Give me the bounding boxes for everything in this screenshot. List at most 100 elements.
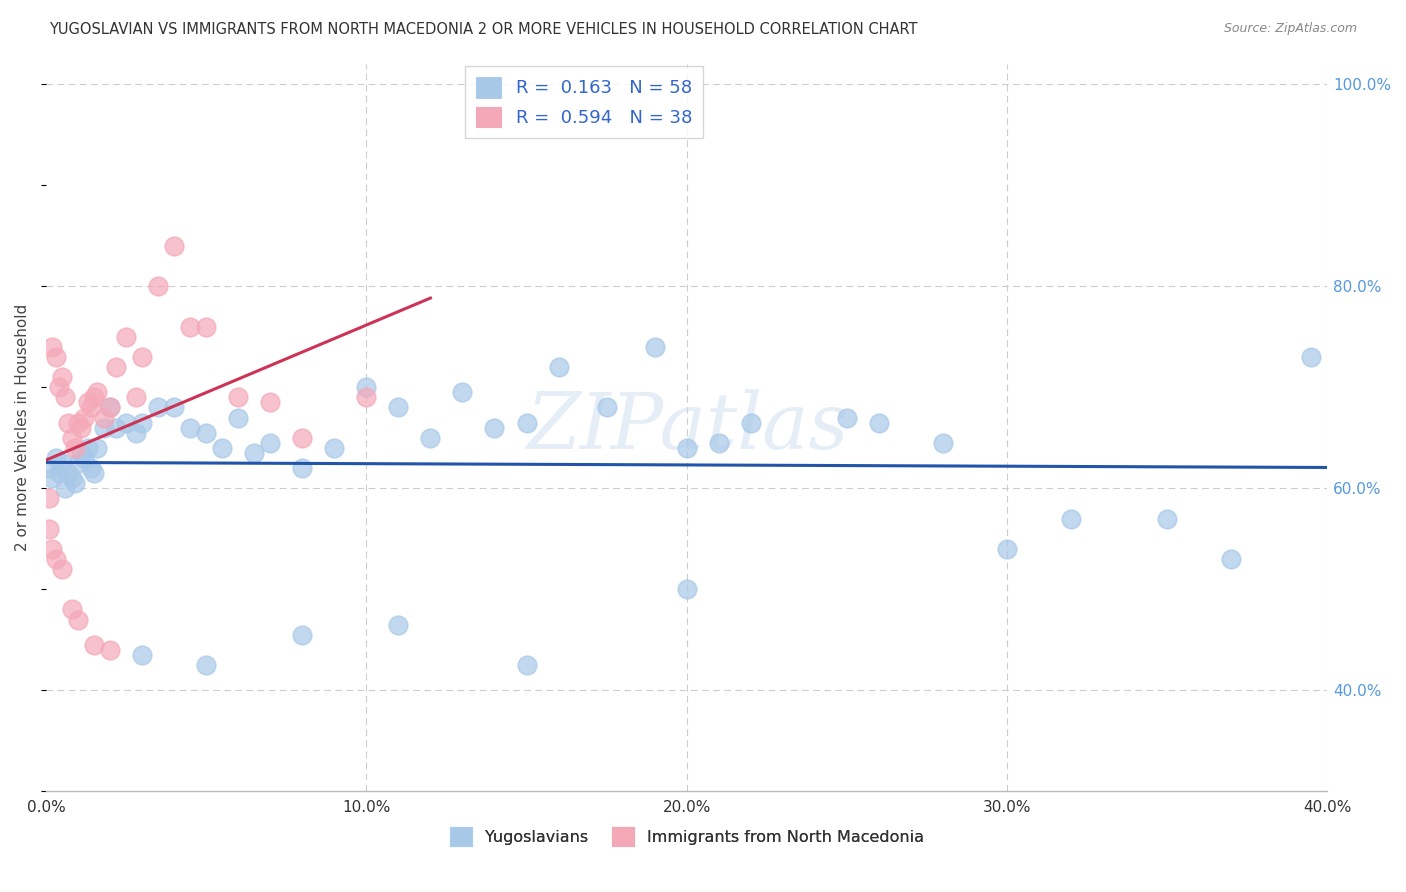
Point: [83, 638, 105, 652]
Point: [124, 425, 146, 440]
Point: [226, 390, 249, 404]
Point: [1060, 511, 1083, 525]
Point: [60, 431, 83, 445]
Point: [63, 441, 86, 455]
Point: [93, 410, 115, 425]
Point: [41, 541, 63, 556]
Point: [105, 420, 128, 434]
Point: [387, 617, 409, 632]
Point: [38, 461, 60, 475]
Text: ZIPatlas: ZIPatlas: [526, 390, 848, 466]
Point: [226, 410, 249, 425]
Point: [53, 390, 76, 404]
Point: [51, 456, 73, 470]
Point: [515, 416, 537, 430]
Point: [124, 390, 146, 404]
Point: [66, 613, 89, 627]
Point: [98, 401, 121, 415]
Point: [291, 431, 314, 445]
Point: [83, 390, 105, 404]
Text: YUGOSLAVIAN VS IMMIGRANTS FROM NORTH MACEDONIA 2 OR MORE VEHICLES IN HOUSEHOLD C: YUGOSLAVIAN VS IMMIGRANTS FROM NORTH MAC…: [49, 22, 918, 37]
Point: [995, 541, 1018, 556]
Point: [51, 370, 73, 384]
Point: [80, 461, 103, 475]
Point: [60, 602, 83, 616]
Point: [484, 420, 506, 434]
Point: [73, 450, 96, 465]
Point: [211, 441, 233, 455]
Point: [38, 522, 60, 536]
Point: [66, 416, 89, 430]
Point: [451, 385, 474, 400]
Point: [115, 416, 138, 430]
Point: [105, 359, 128, 374]
Point: [146, 401, 169, 415]
Point: [48, 466, 70, 480]
Point: [131, 648, 153, 662]
Point: [70, 420, 93, 434]
Point: [163, 239, 186, 253]
Point: [291, 628, 314, 642]
Y-axis label: 2 or more Vehicles in Household: 2 or more Vehicles in Household: [15, 304, 30, 551]
Point: [53, 481, 76, 495]
Point: [76, 395, 98, 409]
Legend: Yugoslavians, Immigrants from North Macedonia: Yugoslavians, Immigrants from North Mace…: [443, 822, 931, 853]
Point: [58, 466, 80, 480]
Point: [63, 476, 86, 491]
Point: [58, 416, 80, 430]
Point: [83, 466, 105, 480]
Point: [644, 340, 666, 354]
Point: [38, 491, 60, 506]
Text: Source: ZipAtlas.com: Source: ZipAtlas.com: [1223, 22, 1357, 36]
Point: [115, 330, 138, 344]
Point: [595, 401, 617, 415]
Point: [868, 416, 890, 430]
Point: [323, 441, 346, 455]
Point: [86, 441, 108, 455]
Point: [675, 582, 697, 597]
Point: [45, 350, 67, 364]
Point: [356, 380, 378, 394]
Point: [291, 461, 314, 475]
Point: [93, 420, 115, 434]
Point: [707, 435, 730, 450]
Point: [98, 643, 121, 657]
Point: [146, 279, 169, 293]
Point: [1156, 511, 1178, 525]
Point: [80, 401, 103, 415]
Point: [163, 401, 186, 415]
Point: [356, 390, 378, 404]
Point: [51, 562, 73, 576]
Point: [195, 425, 218, 440]
Point: [45, 552, 67, 566]
Point: [419, 431, 441, 445]
Point: [195, 319, 218, 334]
Point: [675, 441, 697, 455]
Point: [932, 435, 955, 450]
Point: [76, 441, 98, 455]
Point: [243, 446, 266, 460]
Point: [387, 401, 409, 415]
Point: [1301, 350, 1323, 364]
Point: [179, 420, 201, 434]
Point: [48, 380, 70, 394]
Point: [131, 350, 153, 364]
Point: [259, 435, 281, 450]
Point: [1220, 552, 1243, 566]
Point: [70, 446, 93, 460]
Point: [259, 395, 281, 409]
Point: [41, 471, 63, 485]
Point: [45, 450, 67, 465]
Point: [98, 401, 121, 415]
Point: [740, 416, 762, 430]
Point: [195, 657, 218, 672]
Point: [41, 340, 63, 354]
Point: [179, 319, 201, 334]
Point: [835, 410, 858, 425]
Point: [131, 416, 153, 430]
Point: [66, 456, 89, 470]
Point: [73, 410, 96, 425]
Point: [86, 385, 108, 400]
Point: [515, 657, 537, 672]
Point: [547, 359, 569, 374]
